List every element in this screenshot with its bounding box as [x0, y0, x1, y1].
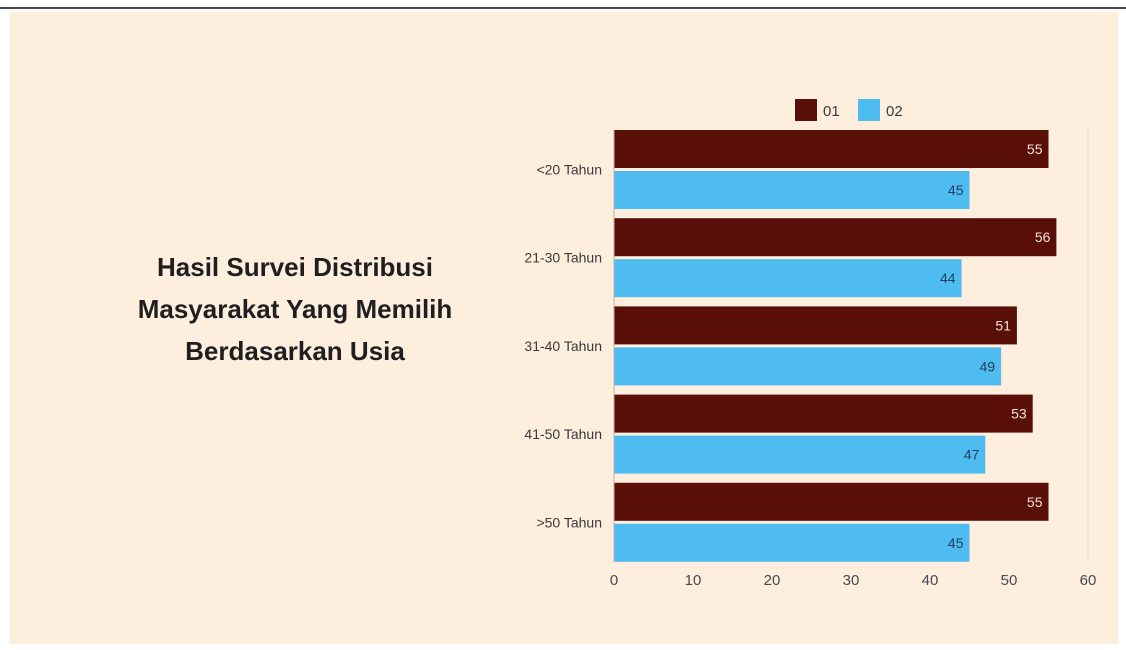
- top-border: [0, 0, 1126, 9]
- bar-01-2: [614, 306, 1017, 345]
- legend-swatch-01: [795, 99, 817, 121]
- bar-02-1: [614, 259, 962, 298]
- bar-01-3: [614, 394, 1033, 433]
- data-label-01-4: 55: [1027, 494, 1043, 510]
- data-label-01-1: 56: [1035, 229, 1051, 245]
- bar-01-0: [614, 130, 1049, 168]
- title-line-3: Berdasarkan Usia: [185, 336, 405, 366]
- bar-01-1: [614, 218, 1057, 257]
- category-label-1: 21-30 Tahun: [524, 250, 602, 266]
- x-tick-label-5: 50: [1001, 572, 1018, 589]
- data-label-02-0: 45: [948, 182, 964, 198]
- bar-01-4: [614, 482, 1049, 521]
- category-label-0: <20 Tahun: [536, 162, 602, 178]
- data-label-01-2: 51: [995, 317, 1011, 333]
- category-label-3: 41-50 Tahun: [524, 426, 602, 442]
- bar-02-2: [614, 347, 1002, 386]
- data-label-02-2: 49: [980, 358, 996, 374]
- legend-label-02: 02: [886, 103, 903, 120]
- data-label-02-1: 44: [940, 270, 956, 286]
- x-tick-label-6: 60: [1080, 572, 1097, 589]
- chart-title: Hasil Survei Distribusi Masyarakat Yang …: [90, 246, 500, 372]
- data-label-01-0: 55: [1027, 141, 1043, 157]
- data-label-02-3: 47: [964, 447, 980, 463]
- data-label-02-4: 45: [948, 535, 964, 551]
- bar-02-4: [614, 523, 970, 562]
- bar-02-3: [614, 435, 986, 474]
- data-label-01-3: 53: [1011, 406, 1027, 422]
- bar-02-0: [614, 171, 970, 209]
- legend-label-01: 01: [823, 103, 840, 120]
- legend-swatch-02: [858, 99, 880, 121]
- title-line-1: Hasil Survei Distribusi: [157, 252, 433, 282]
- x-tick-label-2: 20: [764, 572, 781, 589]
- x-tick-label-0: 0: [610, 572, 618, 589]
- category-label-4: >50 Tahun: [536, 514, 602, 530]
- x-tick-label-3: 30: [843, 572, 860, 589]
- x-tick-label-4: 40: [922, 572, 939, 589]
- x-tick-label-1: 10: [685, 572, 702, 589]
- title-line-2: Masyarakat Yang Memilih: [137, 294, 453, 324]
- category-label-2: 31-40 Tahun: [524, 338, 602, 354]
